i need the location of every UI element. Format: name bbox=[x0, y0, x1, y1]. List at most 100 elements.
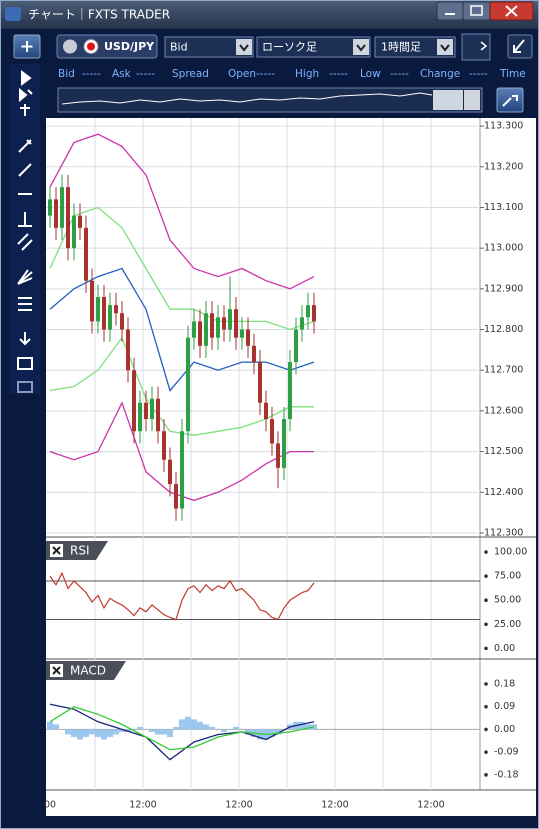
candle-body bbox=[246, 329, 250, 346]
navigator-waveform bbox=[61, 92, 433, 105]
histogram-bar bbox=[197, 721, 203, 730]
quote-bar: Bid ----- Ask ----- Spread Open ----- High -----… bbox=[58, 68, 526, 80]
quote-field: Low bbox=[360, 68, 381, 80]
band-line bbox=[49, 267, 315, 392]
fibo-tool[interactable] bbox=[18, 297, 32, 311]
candle-body bbox=[186, 337, 190, 432]
x-tick-label: 12:00 bbox=[417, 800, 444, 811]
y-tick-label: 112.600 bbox=[484, 405, 523, 416]
histogram-bar bbox=[305, 724, 311, 730]
candle-body bbox=[132, 370, 136, 432]
timeframe: 1時間足 bbox=[381, 41, 421, 54]
quote-field: ----- bbox=[390, 68, 409, 80]
minimize-button[interactable] bbox=[436, 1, 464, 21]
histogram-bar bbox=[71, 729, 77, 737]
line-tool[interactable] bbox=[18, 163, 32, 177]
expand-icon bbox=[502, 95, 518, 107]
histogram-bar bbox=[65, 729, 71, 735]
navigator-handle[interactable] bbox=[433, 90, 463, 110]
candle-body bbox=[60, 187, 64, 228]
candle-body bbox=[84, 227, 88, 281]
candle-body bbox=[180, 431, 184, 509]
histogram-bar bbox=[311, 724, 317, 730]
macd-line bbox=[49, 705, 315, 751]
histogram-bar bbox=[167, 729, 173, 737]
pane-close-icon bbox=[52, 546, 61, 555]
band-line bbox=[49, 206, 315, 331]
chevron bbox=[356, 44, 366, 52]
histogram-bar bbox=[203, 724, 209, 730]
hand-tool[interactable] bbox=[20, 104, 30, 116]
chart-surface bbox=[46, 118, 536, 816]
histogram-bar bbox=[119, 729, 125, 732]
quote-field: Change bbox=[420, 68, 460, 80]
candle-body bbox=[192, 321, 196, 338]
price-side-dropdown[interactable] bbox=[164, 36, 254, 58]
pointer-tool[interactable] bbox=[21, 70, 32, 86]
candle-body bbox=[168, 459, 172, 485]
macd-line bbox=[49, 703, 315, 761]
download-tool[interactable] bbox=[19, 332, 31, 346]
candle-body bbox=[216, 317, 220, 338]
quote-field: ----- bbox=[256, 68, 275, 80]
close-icon bbox=[505, 5, 518, 17]
channel-tool[interactable] bbox=[17, 233, 33, 251]
pane-title: MACD bbox=[70, 664, 106, 678]
flag-us bbox=[63, 39, 77, 54]
y-tick-label: 112.400 bbox=[484, 487, 523, 498]
histogram-bar bbox=[299, 721, 305, 730]
y-tick-label: 112.500 bbox=[484, 446, 523, 457]
y-tick-label: 0.09 bbox=[494, 701, 515, 712]
chart-style: ローソク足 bbox=[262, 41, 317, 54]
maximize-button[interactable] bbox=[462, 1, 491, 21]
quote-field: ----- bbox=[136, 68, 155, 80]
fan-tool[interactable] bbox=[17, 269, 33, 285]
y-tick-label: 112.800 bbox=[484, 324, 523, 335]
symbol: USD/JPY bbox=[104, 40, 155, 53]
chart-style-dropdown[interactable] bbox=[256, 36, 371, 58]
histogram-bar bbox=[233, 726, 239, 730]
quote-field: ----- bbox=[82, 68, 101, 80]
candle-body bbox=[162, 431, 166, 460]
candle-body bbox=[126, 329, 130, 371]
histogram-bar bbox=[53, 724, 59, 730]
vline-tool[interactable] bbox=[18, 212, 32, 227]
candle-body bbox=[252, 345, 256, 363]
y-tick-label: 113.000 bbox=[484, 243, 523, 254]
list-tool[interactable] bbox=[17, 357, 33, 370]
candle-body bbox=[240, 329, 244, 338]
candle-body bbox=[150, 398, 154, 420]
candle-body bbox=[138, 402, 142, 432]
maximize-icon bbox=[470, 5, 483, 16]
histogram-bar bbox=[137, 726, 143, 730]
app-icon bbox=[5, 7, 21, 21]
camera-tool[interactable] bbox=[17, 381, 33, 393]
y-tick-label: 113.200 bbox=[484, 161, 523, 172]
candle-body bbox=[102, 296, 106, 330]
candle-body bbox=[48, 199, 52, 216]
quote-field: Spread bbox=[172, 68, 209, 80]
scroll-icon bbox=[480, 41, 488, 51]
tick-mark bbox=[484, 704, 488, 709]
navigator-arrow[interactable] bbox=[464, 90, 480, 110]
histogram-bar bbox=[173, 726, 179, 730]
symbol-button[interactable] bbox=[56, 34, 158, 59]
window-title: チャート｜FXTS TRADER bbox=[28, 8, 170, 22]
tick-mark bbox=[484, 646, 488, 651]
candle-body bbox=[276, 443, 280, 468]
candle-body bbox=[78, 215, 82, 228]
select-tool[interactable] bbox=[19, 87, 33, 103]
detach-button[interactable] bbox=[507, 34, 533, 59]
quote-field: ----- bbox=[329, 68, 348, 80]
rsi-line bbox=[49, 571, 315, 621]
trend-tool[interactable] bbox=[18, 139, 32, 153]
histogram-bar bbox=[161, 729, 167, 735]
timeframe-dropdown[interactable] bbox=[374, 36, 456, 58]
y-tick-label: 113.100 bbox=[484, 202, 523, 213]
candle-body bbox=[228, 309, 232, 330]
x-tick-label: 12:00 bbox=[321, 800, 348, 811]
candle-body bbox=[300, 317, 304, 330]
price-side: Bid bbox=[170, 41, 188, 54]
add-icon bbox=[21, 41, 33, 52]
dropdown-arrow bbox=[353, 39, 369, 55]
